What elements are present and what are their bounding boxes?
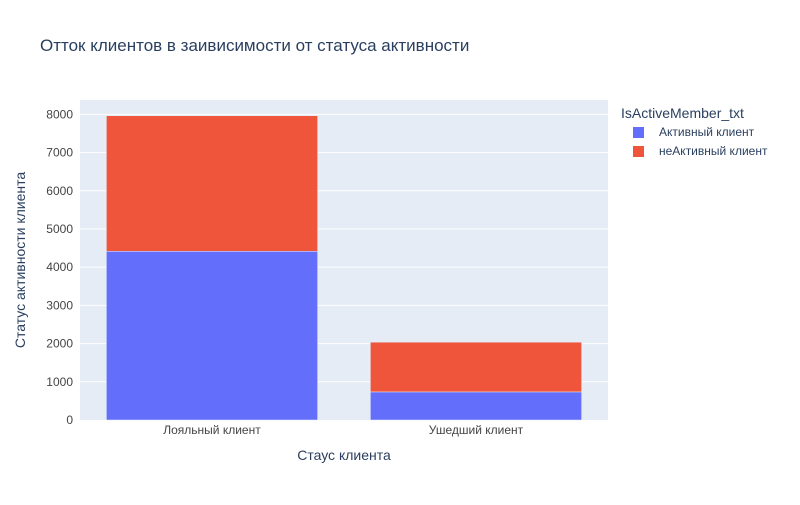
y-tick-labels: 0 1000 2000 3000 4000 5000 6000 7000 8000 [46, 107, 73, 427]
y-tick-label: 1000 [46, 375, 73, 389]
bar-active-2 [370, 391, 582, 421]
y-tick-label: 4000 [46, 260, 73, 274]
legend-title: IsActiveMember_txt [621, 105, 744, 121]
legend-label: Активный клиент [659, 125, 755, 139]
bars [106, 115, 582, 421]
legend-items: Активный клиент неАктивный клиент [633, 125, 768, 158]
x-tick-label: Ушедший клиент [429, 423, 524, 437]
bar-inactive-1 [106, 115, 318, 252]
x-tick-label: Лояльный клиент [163, 423, 261, 437]
x-axis-label: Стаус клиента [297, 447, 391, 463]
bar-active-1 [106, 251, 318, 421]
y-tick-label: 8000 [46, 107, 73, 121]
legend-swatch [633, 127, 644, 138]
y-tick-label: 7000 [46, 146, 73, 160]
y-tick-label: 6000 [46, 184, 73, 198]
bar-inactive-2 [370, 341, 582, 393]
y-tick-label: 3000 [46, 298, 73, 312]
legend: IsActiveMember_txt Активный клиент неАкти… [621, 105, 768, 158]
legend-label: неАктивный клиент [659, 144, 768, 158]
legend-swatch [633, 146, 644, 157]
x-tick-labels: Лояльный клиент Ушедший клиент [163, 423, 523, 437]
y-axis-label: Статус активности клиента [12, 172, 28, 349]
chart-title: Отток клиентов в заивисимости от статуса… [40, 36, 469, 55]
y-tick-label: 0 [66, 413, 73, 427]
y-tick-label: 5000 [46, 222, 73, 236]
y-tick-label: 2000 [46, 337, 73, 351]
